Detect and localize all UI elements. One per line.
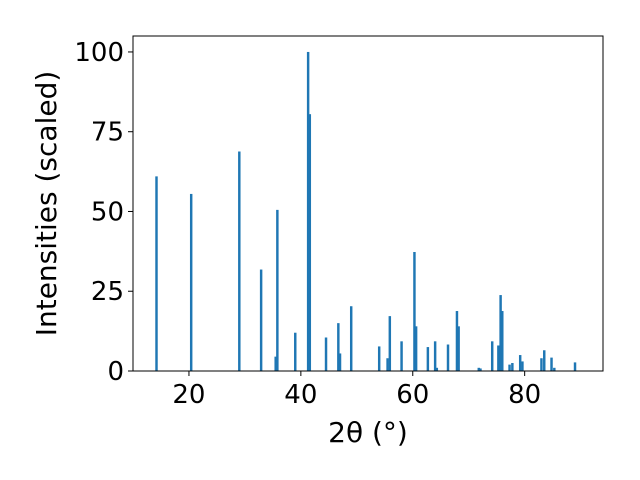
bar [386,358,389,371]
bar [497,345,500,371]
bar [518,355,522,371]
bar [259,269,263,371]
bar [511,363,514,371]
bar [189,193,193,371]
bar [550,357,553,371]
y-tick-label: 0 [107,357,124,387]
bar [435,367,439,371]
bar [414,326,418,371]
bar [276,209,279,371]
x-tick-label: 40 [284,380,317,410]
bar [400,341,403,371]
bar [521,361,524,371]
bar [446,344,450,371]
bar [455,311,459,371]
bar [433,341,437,371]
x-tick-label: 60 [396,380,429,410]
bar [573,362,577,371]
y-axis: 0 25 50 75 100 [74,38,133,387]
bar [238,151,241,371]
bar [540,358,543,371]
x-tick-label: 80 [508,380,541,410]
bar [477,367,481,371]
bar [413,252,416,371]
bar [499,295,502,371]
bar [377,346,381,371]
y-tick-label: 25 [91,277,124,307]
bar [426,347,430,371]
bar [306,51,310,371]
bar [337,323,340,371]
bar [490,341,494,371]
plot-frame [132,35,604,372]
y-axis-label: Intensities (scaled) [30,71,63,337]
x-tick-label: 20 [172,380,205,410]
bar [457,326,460,371]
x-axis: 20 40 60 80 [172,371,541,410]
y-tick-label: 100 [74,38,124,68]
bar [338,353,342,371]
bar [349,306,353,371]
bar [274,356,277,371]
bar [543,350,546,371]
bar [388,316,392,371]
bar [501,311,504,371]
bar [479,368,482,371]
bar [508,364,511,371]
y-tick-label: 75 [91,118,124,148]
y-tick-label: 50 [91,197,124,227]
bar [294,332,297,371]
bars-group [155,51,577,372]
bar [553,367,556,371]
bar [308,114,312,372]
bar [155,176,158,371]
bar [324,337,328,371]
x-axis-label: 2θ (°) [328,416,408,449]
